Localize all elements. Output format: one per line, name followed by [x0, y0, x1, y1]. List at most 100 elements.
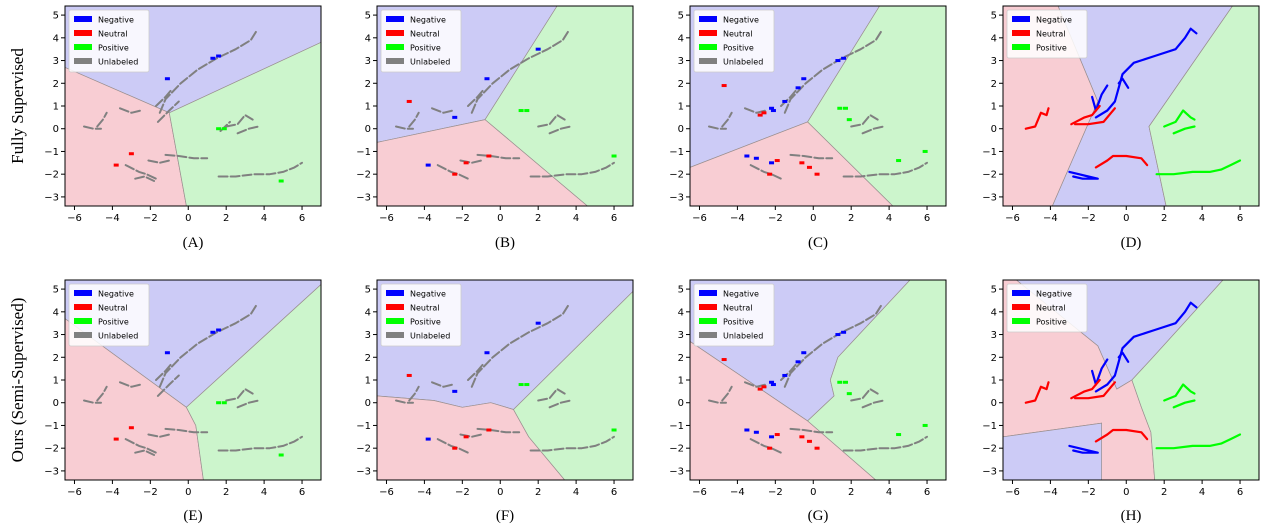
series-neutral-point: [406, 373, 412, 377]
series-negative-point: [769, 380, 775, 384]
panel-e: −6 −4 −2 0 2 4 6 −3 −2 −1 0 1 2 3 4 5 Negative Neutral Pos…: [44, 279, 322, 524]
series-negative-point: [801, 77, 807, 81]
series-negative-point: [210, 56, 216, 60]
legend-label-unlabeled: Unlabeled: [410, 58, 450, 67]
legend-box: [380, 9, 462, 73]
series-unlabeled-path: [721, 111, 733, 128]
series-unlabeled-path: [83, 399, 102, 404]
series-neutral-point: [757, 387, 763, 391]
legend-swatch-neutral: [74, 30, 92, 36]
legend-box: [693, 283, 775, 347]
y-tick-label: 0: [365, 398, 371, 409]
x-tick-label: 0: [1123, 213, 1129, 224]
legend-label-negative: Negative: [98, 16, 134, 25]
legend-swatch-negative: [1012, 290, 1030, 296]
x-tick-label: −4: [1043, 213, 1058, 224]
x-tick-label: −6: [1005, 213, 1020, 224]
y-tick-label: −2: [669, 444, 684, 455]
series-negative-point: [782, 373, 788, 377]
series-neutral-point: [113, 163, 119, 167]
series-unlabeled-path: [476, 153, 521, 160]
series-positive-path: [1155, 433, 1242, 450]
legend-swatch-unlabeled: [386, 58, 404, 64]
series-negative-point: [835, 333, 841, 337]
series-neutral-point: [806, 165, 812, 169]
y-tick-label: 1: [991, 376, 997, 387]
y-tick-label: 5: [53, 11, 59, 22]
series-negative-point: [770, 383, 776, 387]
x-tick-label: 4: [573, 487, 579, 498]
y-tick-label: 4: [53, 33, 59, 44]
series-negative-point: [753, 156, 759, 160]
series-unlabeled-path: [124, 438, 157, 454]
series-unlabeled-path: [164, 153, 209, 160]
series-neutral-path: [1070, 104, 1101, 126]
series-neutral-point: [463, 435, 469, 439]
x-tick-label: 0: [810, 487, 816, 498]
series-negative-point: [841, 56, 847, 60]
series-negative-point: [216, 54, 222, 58]
legend-label-neutral: Neutral: [723, 30, 753, 39]
legend: Negative Neutral Positive Unlabeled: [68, 9, 150, 73]
legend-swatch-neutral: [74, 304, 92, 310]
series-neutral-point: [761, 111, 767, 115]
row-label-semi-supervised: Ours (Semi-Supervised): [8, 298, 27, 463]
y-tick-label: −1: [356, 421, 371, 432]
series-unlabeled-path: [842, 435, 928, 452]
x-tick-label: 4: [573, 213, 579, 224]
legend-swatch-negative: [1012, 16, 1030, 22]
series-unlabeled-path: [789, 153, 834, 160]
series-unlabeled-path: [861, 399, 885, 409]
legend-swatch-neutral: [386, 30, 404, 36]
legend-label-positive: Positive: [723, 44, 754, 53]
series-neutral-point: [463, 161, 469, 165]
series-unlabeled-path: [467, 363, 485, 381]
series-unlabeled-path: [537, 388, 566, 402]
series-positive-point: [216, 127, 222, 131]
y-tick-label: −3: [982, 192, 997, 203]
series-negative-point: [795, 86, 801, 90]
panel-caption: (B): [495, 235, 515, 251]
y-tick-label: −2: [356, 170, 371, 181]
series-neutral-point: [761, 385, 767, 389]
panel-a: −6 −4 −2 0 2 4 6 −3 −2 −1 0 1 2 3 4 5 Negative Neutral Pos…: [44, 5, 322, 251]
series-unlabeled-path: [537, 114, 566, 128]
series-negative-point: [484, 351, 490, 355]
series-unlabeled-path: [155, 363, 173, 381]
series-positive-path: [1155, 159, 1242, 176]
series-negative-point: [484, 77, 490, 81]
legend-label-positive: Positive: [410, 318, 441, 327]
series-unlabeled-path: [783, 304, 883, 388]
x-tick-label: 4: [1199, 213, 1205, 224]
y-tick-label: 4: [991, 307, 997, 318]
legend-label-positive: Positive: [410, 44, 441, 53]
legend: Negative Neutral Positive Unlabeled: [380, 9, 462, 73]
series-unlabeled-path: [134, 449, 156, 456]
legend-label-neutral: Neutral: [98, 304, 128, 313]
series-unlabeled-path: [431, 381, 454, 388]
legend-swatch-positive: [699, 44, 717, 50]
series-positive-point: [221, 401, 227, 405]
region-neutral: [377, 119, 589, 206]
region-positive: [807, 6, 946, 206]
series-negative-path: [1068, 444, 1099, 454]
series-unlabeled-path: [721, 385, 733, 402]
x-tick-label: 6: [299, 487, 305, 498]
series-neutral-point: [757, 113, 763, 117]
y-tick-label: −2: [982, 170, 997, 181]
series-positive-point: [611, 428, 617, 432]
panel-caption: (E): [183, 508, 202, 524]
series-negative-point: [753, 430, 759, 434]
series-neutral-point: [799, 435, 805, 439]
series-positive-point: [837, 380, 843, 384]
series-negative-point: [452, 389, 458, 393]
legend-label-unlabeled: Unlabeled: [723, 332, 763, 341]
x-tick-label: 6: [1237, 213, 1243, 224]
y-tick-label: 5: [53, 285, 59, 296]
series-unlabeled-path: [744, 381, 767, 388]
legend-box: [693, 9, 775, 73]
y-tick-label: −1: [982, 421, 997, 432]
x-tick-label: −6: [379, 213, 394, 224]
series-negative-path: [1094, 301, 1198, 393]
legend-swatch-unlabeled: [74, 332, 92, 338]
